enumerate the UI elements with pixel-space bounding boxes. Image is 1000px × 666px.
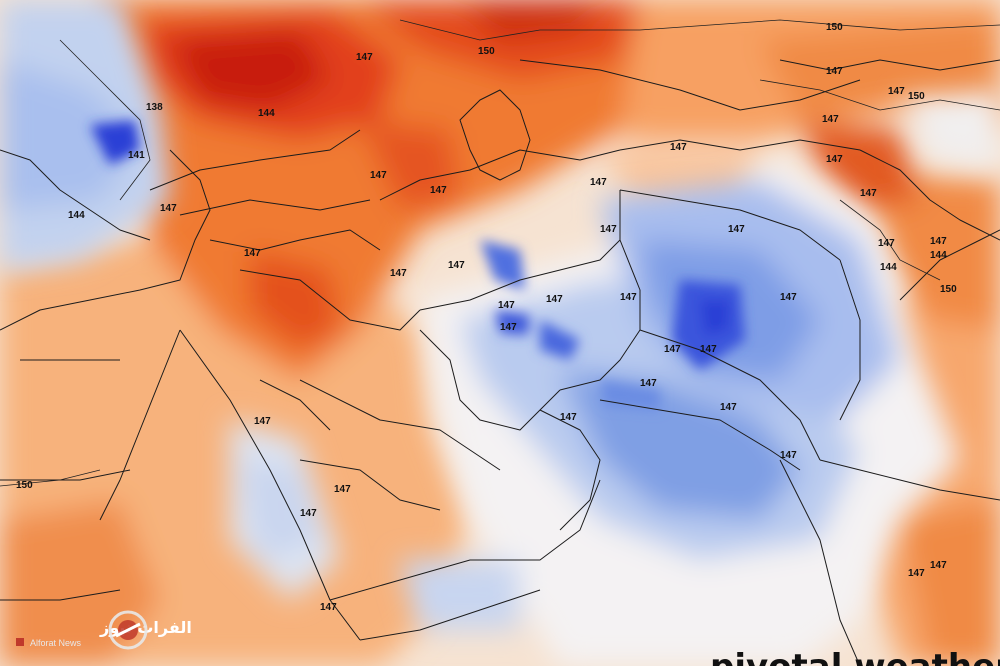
- contour-label: 144: [258, 108, 275, 119]
- contour-labels: 150 150 150 147 147 147 147 147 147 147 …: [16, 22, 957, 613]
- alforat-news-logo: الفرات نيوز Alforat News: [16, 610, 192, 650]
- contour-label: 147: [822, 114, 839, 125]
- contour-label: 150: [940, 284, 957, 295]
- cold-cores: [90, 120, 745, 410]
- contour-label: 147: [498, 300, 515, 311]
- contour-label: 147: [546, 294, 563, 305]
- contour-label: 144: [930, 250, 947, 261]
- logo-emblem-icon: [108, 610, 148, 650]
- contour-label: 147: [826, 66, 843, 77]
- contour-label: 147: [590, 177, 607, 188]
- contour-label: 147: [700, 344, 717, 355]
- contour-label: 150: [826, 22, 843, 33]
- pivotal-weather-watermark: pivotal weather: [710, 647, 1000, 666]
- contour-label: 147: [160, 203, 177, 214]
- contour-label: 147: [560, 412, 577, 423]
- borders: [0, 59, 1000, 666]
- contour-label: 147: [390, 268, 407, 279]
- contour-label: 147: [720, 402, 737, 413]
- contour-label: 147: [500, 322, 517, 333]
- contour-label: 147: [356, 52, 373, 63]
- contour-label: 150: [16, 480, 33, 491]
- contour-label: 147: [600, 224, 617, 235]
- height-contours: [0, 19, 1000, 487]
- logo-english-name: Alforat News: [30, 638, 82, 648]
- contour-label: 147: [888, 86, 905, 97]
- contour-label: 147: [244, 248, 261, 259]
- contour-label: 141: [128, 150, 145, 161]
- contour-label: 147: [254, 416, 271, 427]
- contour-label: 147: [334, 484, 351, 495]
- contour-label: 147: [448, 260, 465, 271]
- contour-label: 144: [880, 262, 897, 273]
- contour-label: 147: [430, 185, 447, 196]
- contour-label: 147: [780, 450, 797, 461]
- contour-label: 150: [478, 46, 495, 57]
- contour-label: 147: [620, 292, 637, 303]
- contour-label: 147: [320, 602, 337, 613]
- contour-label: 138: [146, 102, 163, 113]
- contour-label: 147: [728, 224, 745, 235]
- contour-label: 147: [908, 568, 925, 579]
- contour-label: 147: [878, 238, 895, 249]
- contour-label: 147: [826, 154, 843, 165]
- logo-accent-square: [16, 638, 24, 646]
- contour-label: 150: [908, 91, 925, 102]
- contour-label: 147: [930, 236, 947, 247]
- contour-label: 147: [780, 292, 797, 303]
- contour-label: 147: [300, 508, 317, 519]
- contour-label: 147: [640, 378, 657, 389]
- contour-label: 147: [370, 170, 387, 181]
- contour-label: 147: [860, 188, 877, 199]
- contour-label: 144: [68, 210, 85, 221]
- contour-label: 147: [930, 560, 947, 571]
- contour-label: 147: [670, 142, 687, 153]
- contour-label: 147: [664, 344, 681, 355]
